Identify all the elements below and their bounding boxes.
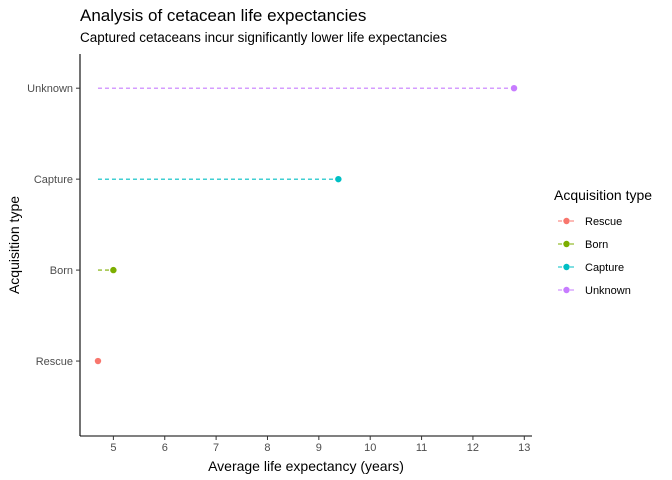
y-tick-label: Born xyxy=(50,265,73,277)
y-tick-label: Unknown xyxy=(27,83,73,95)
legend-item-born: Born xyxy=(558,239,608,251)
legend: Acquisition type Rescue Born Capture Unknow… xyxy=(554,187,652,297)
x-tick-label: 8 xyxy=(264,442,270,454)
plot-area xyxy=(94,84,518,365)
legend-item-capture: Capture xyxy=(558,262,624,274)
legend-key-point xyxy=(563,286,570,294)
legend-title: Acquisition type xyxy=(554,187,652,203)
point-rescue xyxy=(94,357,102,365)
x-axis-ticks: 5 6 7 8 9 10 11 12 13 xyxy=(110,436,530,454)
legend-label: Born xyxy=(585,239,608,251)
y-axis-ticks: Rescue Born Capture Unknown xyxy=(27,83,80,368)
point-born xyxy=(110,266,117,274)
legend-label: Capture xyxy=(585,262,624,274)
legend-item-rescue: Rescue xyxy=(558,216,622,228)
y-tick-label: Rescue xyxy=(36,356,73,368)
x-tick-label: 13 xyxy=(518,442,530,454)
x-tick-label: 11 xyxy=(416,442,427,454)
x-axis-title: Average life expectancy (years) xyxy=(208,458,404,474)
x-tick-label: 9 xyxy=(316,442,322,454)
legend-key-point xyxy=(563,217,570,225)
y-tick-label: Capture xyxy=(34,174,73,186)
x-tick-label: 10 xyxy=(364,442,376,454)
x-tick-label: 12 xyxy=(467,442,479,454)
point-capture xyxy=(335,175,342,183)
x-tick-label: 6 xyxy=(162,442,168,454)
legend-key-point xyxy=(563,240,570,248)
x-tick-label: 5 xyxy=(110,442,116,454)
legend-key-point xyxy=(563,263,570,271)
x-tick-label: 7 xyxy=(213,442,219,454)
legend-label: Unknown xyxy=(585,285,631,297)
legend-item-unknown: Unknown xyxy=(558,285,631,297)
point-unknown xyxy=(510,84,518,92)
chart-subtitle: Captured cetaceans incur significantly l… xyxy=(80,30,447,45)
legend-label: Rescue xyxy=(585,216,622,228)
y-axis-title: Acquisition type xyxy=(6,196,22,294)
chart-title: Analysis of cetacean life expectancies xyxy=(80,6,366,25)
